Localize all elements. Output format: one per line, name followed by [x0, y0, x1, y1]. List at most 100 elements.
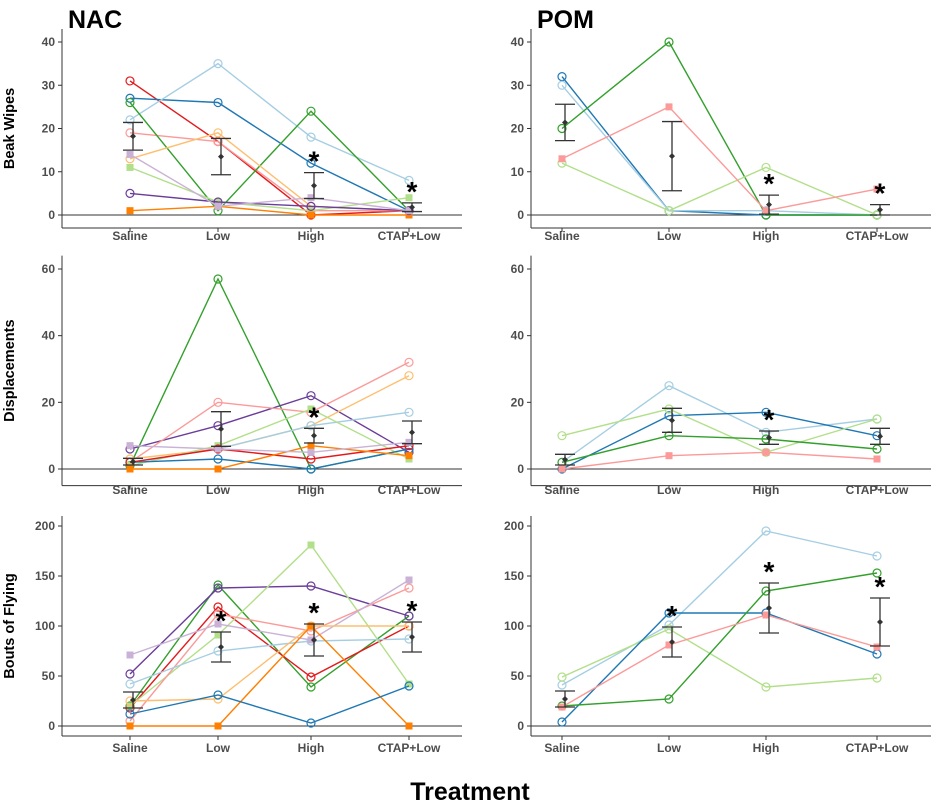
series-line	[129, 448, 410, 470]
x-tick-label-saline: Saline	[112, 741, 148, 755]
data-point	[306, 621, 316, 631]
y-tick-label: 20	[42, 395, 56, 409]
data-point	[306, 718, 316, 728]
series-line	[561, 614, 878, 708]
series-line	[129, 579, 410, 656]
data-point	[664, 608, 674, 618]
data-point	[125, 115, 135, 125]
data-point	[126, 722, 134, 730]
data-point	[762, 448, 770, 456]
data-point	[213, 602, 223, 612]
y-axis-title: Bouts of Flying	[2, 573, 18, 679]
mean-errorbar-low	[662, 626, 682, 658]
y-tick-label: 50	[511, 669, 525, 683]
data-point	[557, 431, 567, 441]
series-light-blue	[125, 634, 414, 689]
series-dark-blue	[125, 681, 414, 728]
series-line	[129, 80, 410, 216]
data-point	[306, 581, 316, 591]
data-point	[125, 679, 135, 689]
series-line	[129, 62, 410, 182]
mean-errorbar-high	[304, 427, 324, 444]
data-point	[213, 454, 223, 464]
data-point	[125, 76, 135, 86]
significance-star: *	[309, 146, 320, 177]
series-line	[561, 162, 878, 216]
column-title-pom: POM	[537, 6, 594, 34]
data-point	[872, 673, 882, 683]
series-dark-green	[557, 37, 882, 220]
series-line	[130, 444, 410, 470]
series-line	[561, 612, 878, 723]
data-point	[213, 136, 223, 147]
data-point	[664, 694, 674, 704]
mean-errorbar-high	[304, 623, 324, 657]
series-pink	[125, 583, 414, 726]
series-pink	[558, 448, 881, 473]
data-point	[404, 681, 414, 691]
x-tick-label-high: High	[753, 483, 780, 497]
series-orange	[126, 442, 413, 473]
data-point	[404, 175, 414, 185]
mean-errorbar-ctap-low	[402, 420, 422, 445]
data-point	[126, 651, 134, 659]
data-point	[306, 158, 316, 168]
series-light-green	[557, 624, 882, 692]
x-tick-label-saline: Saline	[112, 483, 148, 497]
data-point	[404, 371, 414, 381]
series-dark-green	[557, 431, 882, 467]
mean-marker	[218, 426, 224, 432]
significance-star: *	[764, 404, 775, 435]
series-line	[129, 685, 410, 724]
series-line	[561, 408, 878, 454]
data-point	[306, 132, 316, 142]
mean-errorbar-ctap-low	[870, 427, 890, 445]
mean-errorbar-low	[211, 137, 231, 176]
mean-marker	[766, 434, 772, 441]
x-tick-label-low: Low	[206, 483, 231, 497]
y-axis-title: Beak Wipes	[2, 88, 18, 169]
data-point	[214, 445, 222, 453]
x-tick-label-ctap-low: CTAP+Low	[846, 741, 909, 755]
data-point	[306, 672, 316, 682]
data-point	[125, 93, 135, 103]
y-tick-label: 200	[504, 519, 524, 533]
y-tick-label: 0	[48, 208, 55, 222]
data-point	[213, 274, 223, 284]
series-line	[561, 434, 878, 463]
y-tick-label: 40	[511, 35, 525, 49]
y-tick-label: 40	[42, 35, 56, 49]
data-point	[405, 194, 413, 202]
x-tick-label-low: Low	[206, 229, 231, 243]
data-point	[404, 407, 414, 417]
series-orange	[126, 622, 413, 730]
x-tick-label-high: High	[298, 483, 325, 497]
x-tick-label-ctap-low: CTAP+Low	[378, 741, 441, 755]
mean-errorbar-low	[211, 411, 231, 447]
series-line	[561, 530, 878, 686]
data-point	[306, 682, 316, 692]
significance-star: *	[216, 605, 227, 636]
series-light-blue	[557, 526, 882, 690]
series-line	[129, 606, 410, 709]
data-point	[307, 442, 315, 450]
series-light-green	[126, 405, 413, 470]
mean-marker	[669, 417, 675, 424]
series-line	[129, 625, 409, 702]
mean-marker	[877, 619, 883, 625]
series-line	[129, 543, 410, 707]
mean-marker	[562, 456, 568, 463]
x-tick-label-saline: Saline	[544, 741, 580, 755]
y-tick-label: 10	[511, 165, 525, 179]
y-tick-label: 60	[511, 262, 525, 276]
data-point	[404, 357, 414, 367]
data-point	[213, 580, 223, 590]
data-point	[664, 37, 674, 47]
x-tick-label-low: Low	[206, 741, 231, 755]
data-point	[557, 80, 567, 90]
mean-marker	[766, 201, 772, 208]
significance-star: *	[309, 401, 320, 432]
data-point	[873, 643, 881, 651]
significance-star: *	[407, 595, 418, 626]
